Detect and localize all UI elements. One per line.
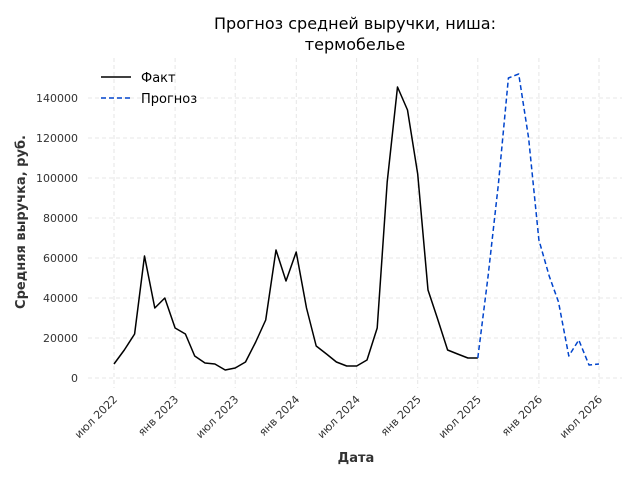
chart-title-line-1: Прогноз средней выручки, ниша:: [214, 14, 496, 33]
y-tick-label: 140000: [36, 92, 78, 105]
series: [113, 73, 600, 371]
x-tick-label: янв 2024: [257, 393, 303, 439]
x-tick-label: янв 2023: [135, 393, 181, 439]
series-line-forecast: [477, 73, 600, 366]
x-tick-label: июл 2023: [193, 393, 241, 441]
y-tick-label: 100000: [36, 172, 78, 185]
grid: [88, 58, 622, 388]
y-axis-label: Средняя выручка, руб.: [14, 135, 29, 309]
y-tick-label: 80000: [43, 212, 78, 225]
x-tick-label: июл 2022: [72, 393, 120, 441]
y-tick-label: 20000: [43, 332, 78, 345]
x-tick-label: июл 2026: [557, 393, 605, 441]
y-tick-label: 0: [71, 372, 78, 385]
x-axis-label: Дата: [338, 451, 375, 466]
x-tick-label: янв 2025: [378, 393, 424, 439]
x-tick-label: янв 2026: [499, 393, 545, 439]
x-tick-label: июл 2025: [436, 393, 484, 441]
legend: Факт Прогноз: [101, 71, 197, 107]
y-axis-ticks: 0 20000 40000 60000 80000 100000 120000 140000: [36, 92, 78, 385]
x-axis-ticks: июл 2022 янв 2023 июл 2023 янв 2024 июл 2024…: [72, 393, 605, 441]
x-tick-label: июл 2024: [315, 393, 363, 441]
chart-title-line-2: термобелье: [305, 35, 405, 54]
series-line-fact: [113, 86, 478, 371]
y-tick-label: 120000: [36, 132, 78, 145]
y-tick-label: 40000: [43, 292, 78, 305]
legend-label-forecast: Прогноз: [141, 92, 197, 107]
legend-label-fact: Факт: [141, 71, 176, 86]
y-tick-label: 60000: [43, 252, 78, 265]
